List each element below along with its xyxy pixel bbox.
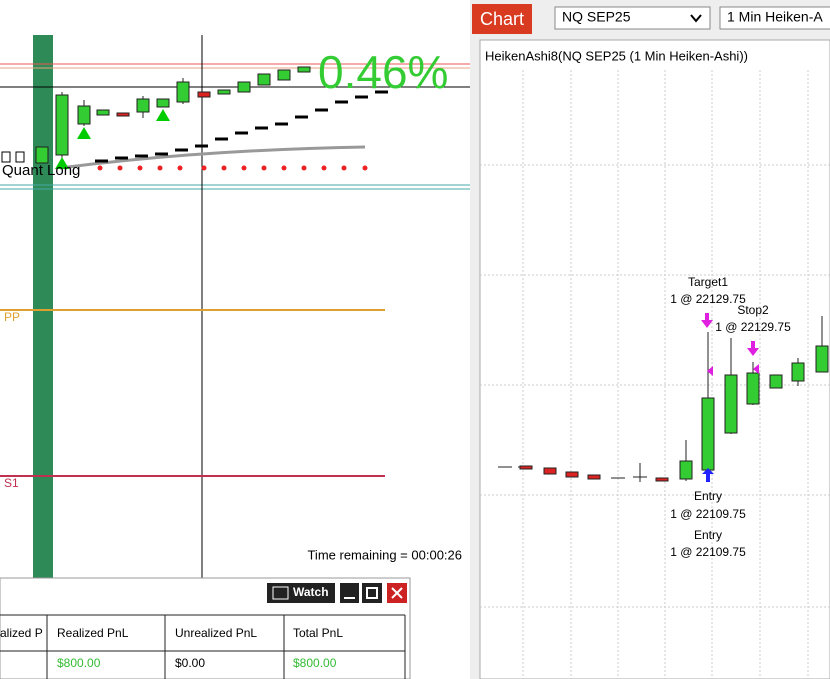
instrument-select[interactable]	[554, 6, 711, 30]
watch-icon	[272, 586, 289, 600]
table-header: Realized PnL	[57, 626, 129, 640]
minimize-button[interactable]	[340, 583, 359, 603]
instrument: NQ SEP25	[562, 9, 631, 25]
order-name: Entry	[694, 489, 722, 503]
table-grid	[0, 614, 406, 679]
table-header: alized P	[0, 626, 43, 640]
pp-label: PP	[4, 310, 20, 324]
interval: 1 Min Heiken-A	[727, 9, 823, 25]
time-remaining: Time remaining = 00:00:26	[307, 547, 462, 562]
watch-button[interactable]	[267, 583, 335, 603]
table-cell: $0.00	[175, 656, 205, 670]
order-name: Entry	[694, 528, 722, 542]
order-detail: 1 @ 22129.75	[670, 292, 746, 306]
right-chart-bg	[479, 39, 830, 679]
session-band	[33, 35, 53, 578]
interval-select[interactable]	[719, 6, 830, 30]
maximize-button[interactable]	[362, 583, 382, 603]
candles-right	[498, 316, 829, 482]
order-detail: 1 @ 22129.75	[715, 320, 791, 334]
order-name: Stop2	[737, 303, 769, 317]
table-cell: $800.00	[293, 656, 337, 670]
stop-dots	[97, 165, 368, 171]
left-chart-bg	[0, 0, 470, 578]
chart-tab-label: Chart	[480, 9, 524, 29]
order-detail: 1 @ 22109.75	[670, 507, 746, 521]
order-markers	[701, 313, 759, 376]
watch-label: Watch	[293, 585, 329, 599]
s1-label: S1	[4, 476, 19, 490]
entry-marker	[702, 468, 714, 482]
order-detail: 1 @ 22109.75	[670, 545, 746, 559]
table-header: Total PnL	[293, 626, 343, 640]
chart-tab[interactable]	[472, 4, 532, 34]
candles-left	[1, 66, 311, 164]
buy-signals	[55, 109, 170, 169]
strategy-label: Quant Long	[2, 162, 80, 179]
table-cell: $800.00	[57, 656, 101, 670]
window-icons	[344, 587, 403, 599]
trail-dashes	[95, 90, 388, 163]
table-header: Unrealized PnL	[175, 626, 257, 640]
percent-label: 0.46%	[318, 46, 448, 98]
moving-average	[59, 145, 366, 170]
chart-title: HeikenAshi8(NQ SEP25 (1 Min Heiken-Ashi)…	[485, 48, 748, 63]
dropdown-arrow	[690, 14, 702, 23]
order-name: Target1	[688, 275, 728, 289]
